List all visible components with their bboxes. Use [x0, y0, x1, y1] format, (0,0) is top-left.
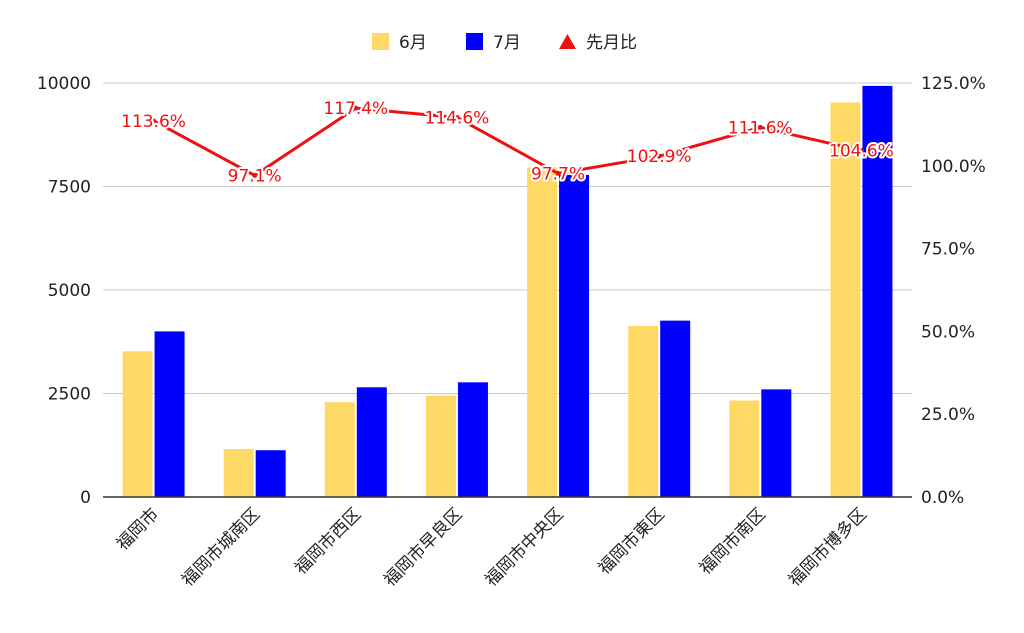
bar — [761, 389, 792, 497]
legend-swatch — [372, 33, 389, 50]
y-left-tick-label: 7500 — [48, 178, 91, 198]
bar — [457, 382, 488, 497]
legend-label: 6月 — [399, 33, 427, 53]
legend-swatch — [466, 33, 483, 50]
bar — [122, 351, 153, 497]
bar — [154, 331, 185, 497]
x-tick-label: 福岡市南区 — [696, 504, 770, 578]
y-right-tick-label: 50.0% — [921, 322, 975, 342]
bar — [729, 400, 760, 497]
x-tick-label: 福岡市城南区 — [178, 504, 264, 590]
y-right-tick-label: 125.0% — [921, 74, 986, 94]
bar — [559, 174, 590, 497]
bar — [862, 85, 893, 497]
ratio-point — [757, 124, 763, 130]
x-tick-label: 福岡市早良区 — [380, 504, 466, 590]
ratio-data-label: 113.6% — [121, 112, 186, 132]
legend-label: 7月 — [493, 33, 521, 53]
bars — [122, 85, 893, 497]
y-left-tick-label: 0 — [80, 488, 91, 508]
bar — [527, 167, 558, 497]
ratio-data-label: 97.7% — [531, 164, 585, 184]
bar — [356, 387, 387, 497]
y-right-tick-label: 25.0% — [921, 405, 975, 425]
ratio-data-label: 117.4% — [323, 99, 388, 119]
bar — [660, 320, 691, 497]
legend-label: 先月比 — [586, 33, 637, 53]
legend: 6月 7月 先月比 — [372, 33, 637, 53]
data-labels: 113.6% 97.1% 117.4% 114.6% 97.7% 102.9% 111.6%… — [119, 97, 896, 188]
ratio-data-label: 114.6% — [425, 108, 490, 128]
ratio-data-label: 102.9% — [627, 147, 692, 167]
x-tick-label: 福岡市 — [113, 504, 163, 554]
ratio-line-path — [152, 106, 862, 177]
ratio-data-label: 104.6% — [829, 142, 894, 162]
y-left-tick-label: 2500 — [48, 385, 91, 405]
ratio-point — [353, 105, 359, 111]
ratio-line — [151, 105, 864, 178]
bar — [425, 395, 456, 497]
bar — [628, 326, 659, 497]
x-tick-label: 福岡市東区 — [594, 504, 668, 578]
bar — [830, 102, 861, 497]
bar — [223, 448, 254, 497]
ratio-data-label: 97.1% — [228, 166, 282, 186]
ratio-data-label: 111.6% — [728, 118, 793, 138]
x-tick-label: 福岡市西区 — [291, 504, 365, 578]
ratio-point — [858, 148, 864, 154]
ratio-point — [252, 172, 258, 178]
ratio-point — [151, 118, 157, 124]
y-left-tick-label: 10000 — [37, 74, 91, 94]
y-left-tick-label: 5000 — [48, 281, 91, 301]
y-right-tick-label: 0.0% — [921, 488, 964, 508]
x-tick-label: 福岡市中央区 — [481, 504, 567, 590]
y-right-tick-label: 100.0% — [921, 157, 986, 177]
ratio-point — [454, 114, 460, 120]
bar — [324, 402, 355, 497]
y-right-tick-label: 75.0% — [921, 240, 975, 260]
ratio-point — [656, 153, 662, 159]
bar — [255, 450, 286, 497]
x-tick-label: 福岡市博多区 — [785, 504, 871, 590]
legend-marker-triangle — [559, 34, 576, 49]
ratio-point — [555, 170, 561, 176]
